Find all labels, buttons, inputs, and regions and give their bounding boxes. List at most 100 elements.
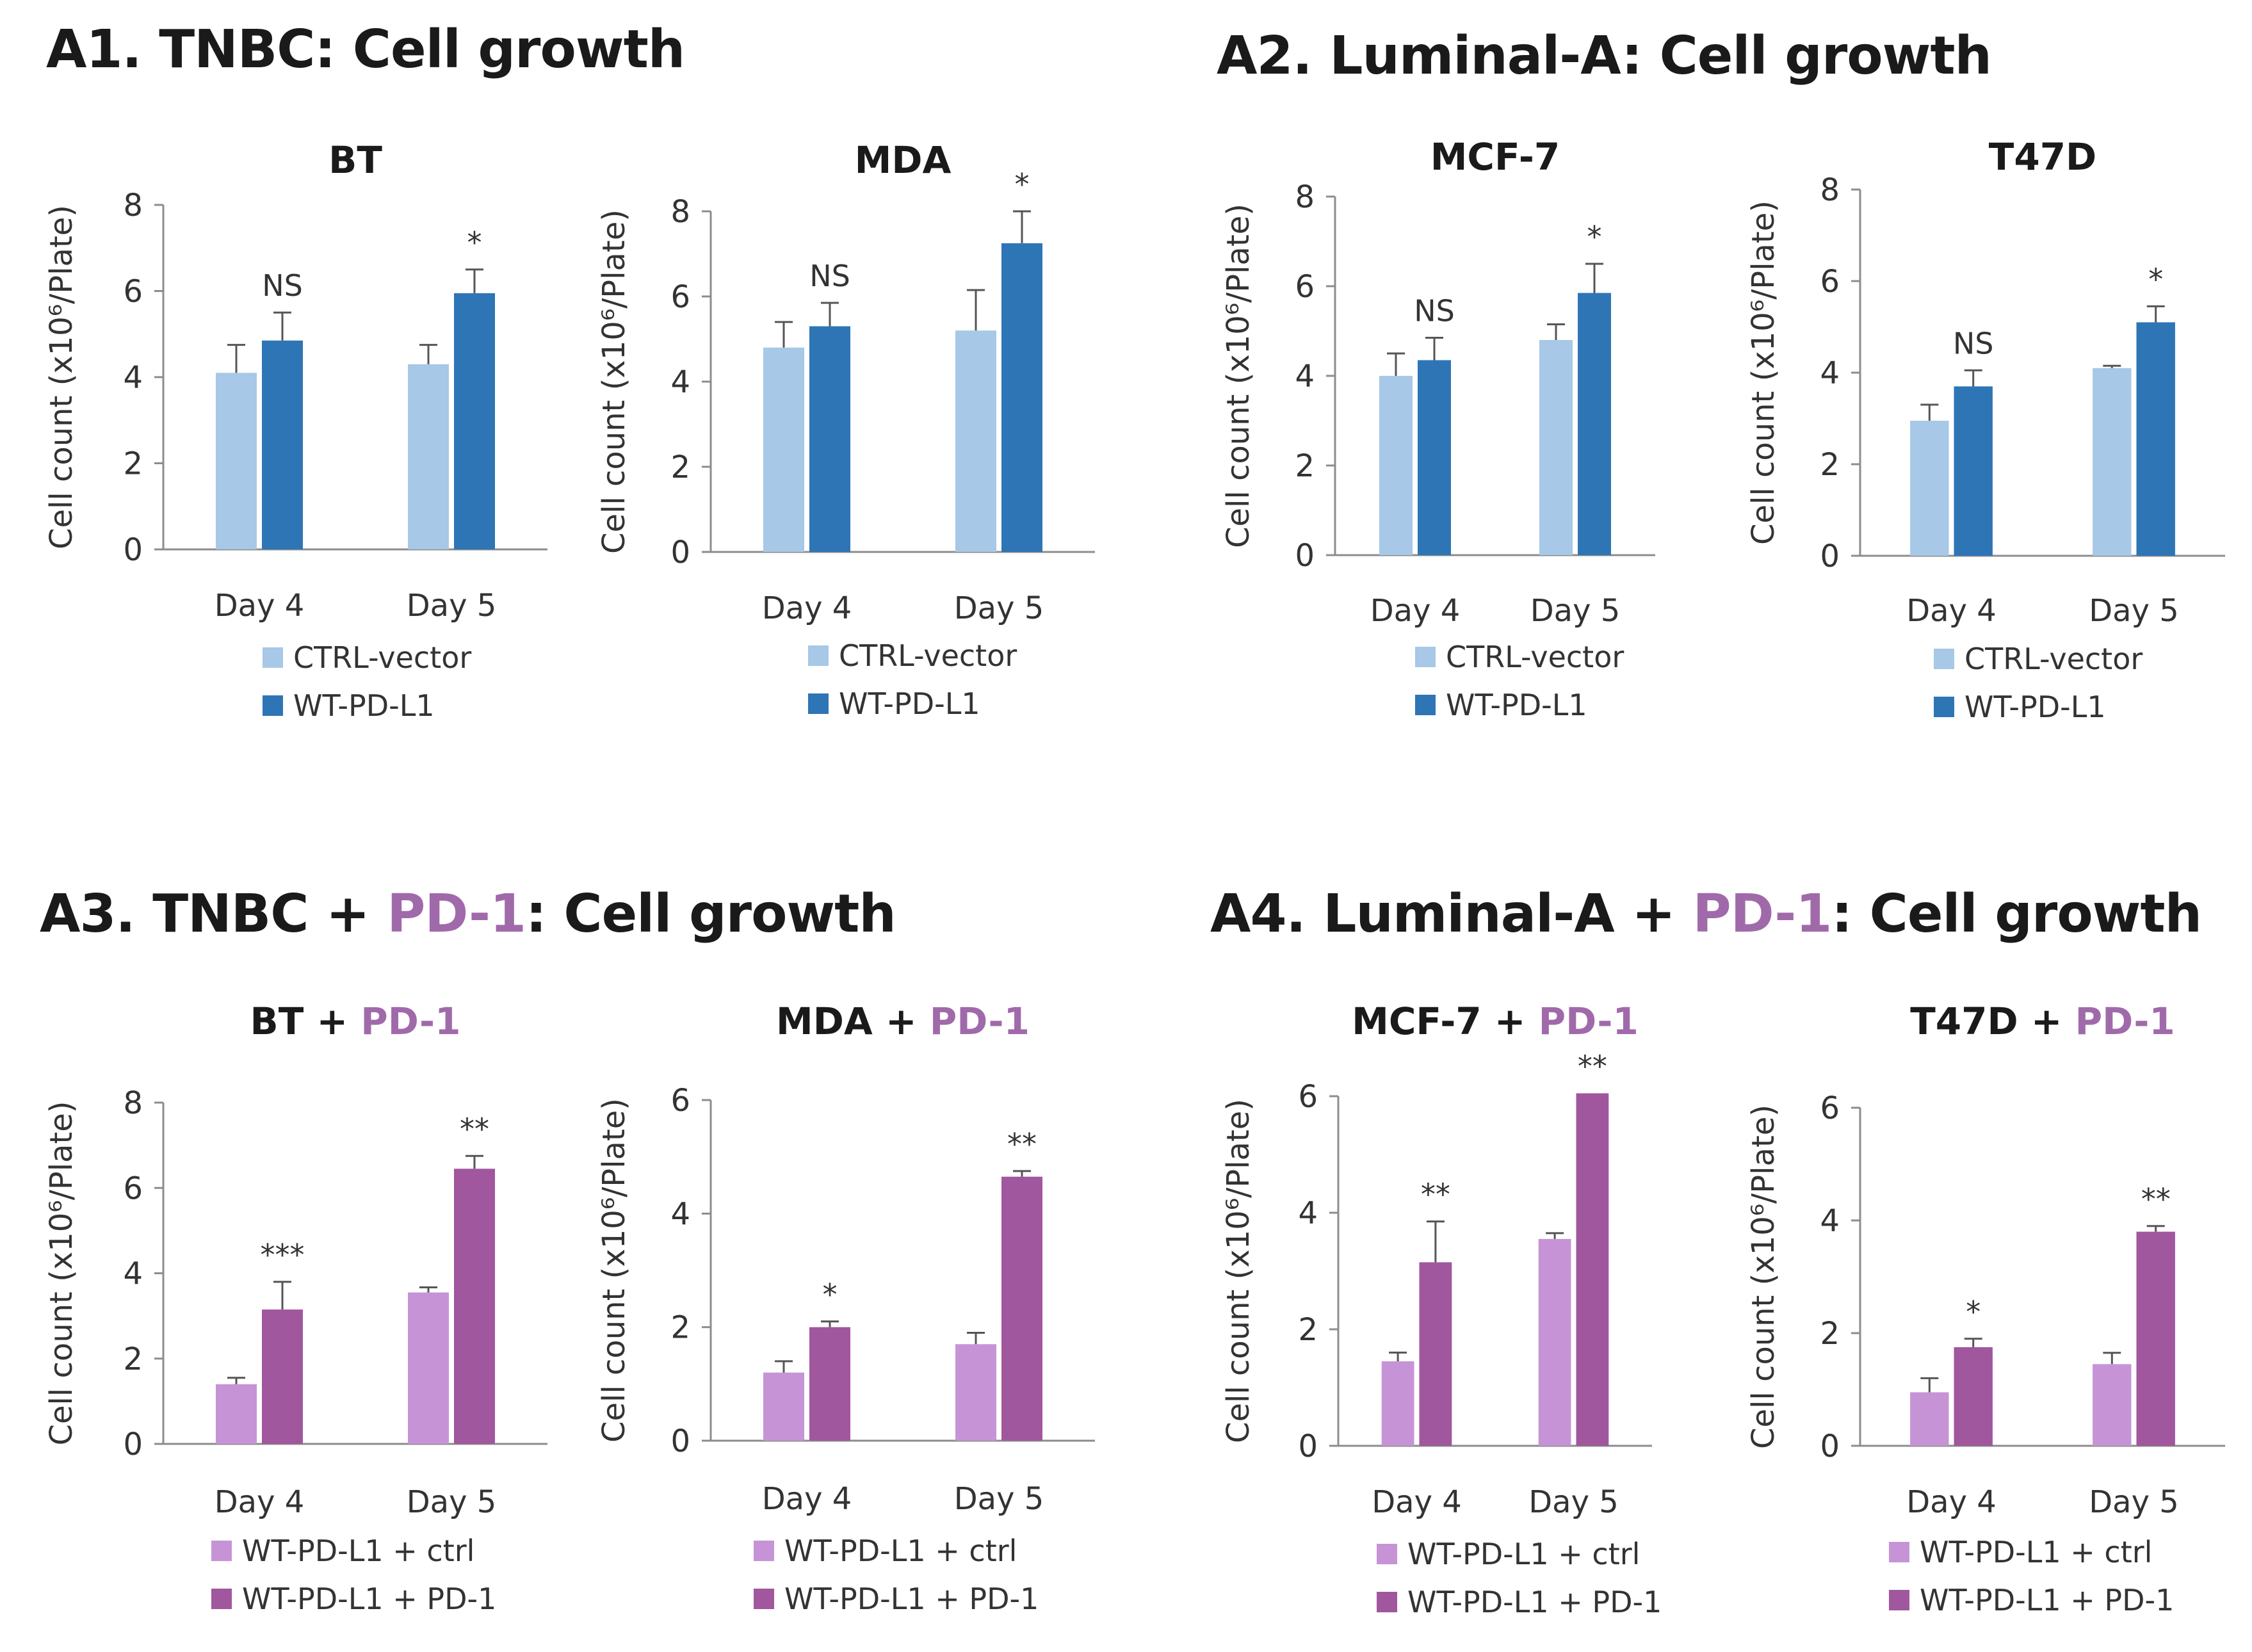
legend-swatch bbox=[263, 695, 283, 716]
significance-label: NS bbox=[1953, 326, 1994, 360]
bar bbox=[763, 1372, 804, 1441]
y-tick-label: 2 bbox=[1295, 448, 1315, 484]
bar bbox=[1578, 293, 1611, 555]
chart-title-text: BT bbox=[328, 138, 382, 182]
y-tick-label: 6 bbox=[123, 1170, 143, 1206]
panel-title-a4: A4. Luminal-A + PD-1: Cell growth bbox=[1210, 884, 2202, 944]
legend-label: CTRL-vector bbox=[293, 640, 471, 675]
chart-title-text: MDA bbox=[855, 138, 952, 182]
chart-title-accent: PD-1 bbox=[360, 1000, 460, 1043]
bar bbox=[2136, 1231, 2175, 1446]
legend-label: WT-PD-L1 bbox=[1446, 688, 1587, 722]
legend-swatch bbox=[754, 1589, 774, 1609]
legend-swatch bbox=[754, 1541, 774, 1561]
y-tick-label: 8 bbox=[1820, 172, 1840, 208]
bar bbox=[1954, 1347, 1993, 1446]
legend-label: CTRL-vector bbox=[1964, 642, 2143, 676]
significance-label: NS bbox=[1414, 294, 1455, 328]
x-tick-label: Day 5 bbox=[954, 1481, 1044, 1517]
chart-title-accent: PD-1 bbox=[2075, 1000, 2175, 1043]
significance-label: ** bbox=[1421, 1178, 1450, 1212]
bar bbox=[1538, 1238, 1571, 1446]
bar bbox=[262, 1309, 303, 1444]
panel-title-a2-suffix: : Cell growth bbox=[1621, 26, 1992, 86]
chart-2: MDA 0 2 4 6 8 Cell count (x10⁶/Plate) NS Day 4 * D… bbox=[596, 138, 1095, 721]
y-axis-label: Cell count (x10⁶/Plate) bbox=[1746, 200, 1781, 545]
chart-3: MCF-7 0 2 4 6 8 Cell count (x10⁶/Plate) NS Day 4… bbox=[1220, 135, 1655, 722]
x-tick-label: Day 5 bbox=[407, 588, 497, 624]
y-axis-label: Cell count (x10⁶/Plate) bbox=[1746, 1105, 1781, 1449]
bar bbox=[1001, 243, 1042, 552]
bar bbox=[1418, 360, 1451, 555]
x-tick-label: Day 5 bbox=[1528, 1484, 1619, 1520]
panel-title-a3-prefix: A3. TNBC + bbox=[40, 884, 387, 944]
x-tick-label: Day 4 bbox=[762, 1481, 852, 1517]
chart-title: BT bbox=[328, 138, 382, 182]
panel-title-a3: A3. TNBC + PD-1: Cell growth bbox=[40, 884, 896, 944]
y-tick-label: 2 bbox=[1820, 1316, 1840, 1352]
x-tick-label: Day 4 bbox=[1370, 593, 1461, 629]
chart-8: T47D + PD-1 0 2 4 6 Cell count (x10⁶/Plate) * D… bbox=[1746, 1000, 2225, 1617]
significance-label: * bbox=[467, 225, 482, 260]
y-tick-label: 0 bbox=[123, 532, 143, 568]
y-tick-label: 6 bbox=[1295, 269, 1315, 305]
bar bbox=[454, 293, 495, 549]
bar bbox=[763, 347, 804, 552]
chart-title: MDA bbox=[855, 138, 952, 182]
chart-4: T47D 0 2 4 6 8 Cell count (x10⁶/Plate) NS Day 4 *… bbox=[1746, 135, 2225, 724]
y-tick-label: 2 bbox=[123, 1341, 143, 1377]
significance-label: * bbox=[1015, 167, 1030, 202]
chart-title-text: BT + bbox=[250, 1000, 361, 1043]
y-tick-label: 2 bbox=[670, 1310, 690, 1346]
legend-swatch bbox=[1889, 1542, 1909, 1562]
y-tick-label: 4 bbox=[670, 364, 690, 400]
chart-6: MDA + PD-1 0 2 4 6 Cell count (x10⁶/Plate) * Da… bbox=[596, 1000, 1095, 1616]
panel-title-a3-suffix: : Cell growth bbox=[526, 884, 896, 944]
legend-label: WT-PD-L1 + ctrl bbox=[1407, 1537, 1640, 1571]
legend-swatch bbox=[211, 1541, 232, 1561]
bar bbox=[1910, 1392, 1949, 1446]
legend-label: WT-PD-L1 + PD-1 bbox=[784, 1582, 1039, 1616]
bar bbox=[1001, 1176, 1042, 1441]
panel-title-a4-prefix: A4. Luminal-A + bbox=[1210, 884, 1693, 944]
chart-7: MCF-7 + PD-1 0 2 4 6 Cell count (x10⁶/Plate) *… bbox=[1220, 1000, 1662, 1619]
legend-swatch bbox=[808, 645, 829, 666]
y-tick-label: 8 bbox=[123, 1085, 143, 1121]
y-tick-label: 2 bbox=[1298, 1312, 1318, 1348]
y-tick-label: 2 bbox=[1820, 447, 1840, 483]
y-tick-label: 4 bbox=[1298, 1195, 1318, 1231]
panel-title-a1-suffix: : Cell growth bbox=[314, 19, 685, 80]
x-tick-label: Day 4 bbox=[1906, 593, 1997, 629]
legend-swatch bbox=[1889, 1590, 1909, 1610]
significance-label: ** bbox=[2141, 1182, 2171, 1217]
bar bbox=[2093, 1364, 2132, 1446]
legend-label: WT-PD-L1 bbox=[293, 688, 435, 723]
legend-label: WT-PD-L1 bbox=[839, 686, 980, 721]
bar bbox=[408, 1292, 449, 1444]
chart-title: BT + PD-1 bbox=[250, 1000, 461, 1043]
chart-title: MCF-7 + PD-1 bbox=[1352, 1000, 1639, 1043]
significance-label: * bbox=[1587, 220, 1602, 254]
legend-label: CTRL-vector bbox=[1446, 640, 1624, 674]
bar bbox=[2093, 368, 2132, 556]
legend-label: WT-PD-L1 + PD-1 bbox=[242, 1582, 496, 1616]
y-tick-label: 2 bbox=[670, 449, 690, 485]
significance-label: *** bbox=[261, 1238, 305, 1272]
bar bbox=[1910, 421, 1949, 556]
y-tick-label: 6 bbox=[1298, 1079, 1318, 1115]
x-tick-label: Day 4 bbox=[1372, 1484, 1462, 1520]
y-tick-label: 0 bbox=[670, 1423, 690, 1459]
legend-swatch bbox=[1377, 1544, 1397, 1564]
bar bbox=[408, 364, 449, 549]
y-tick-label: 4 bbox=[1820, 355, 1840, 391]
y-axis-label: Cell count (x10⁶/Plate) bbox=[44, 1101, 79, 1445]
x-tick-label: Day 4 bbox=[215, 588, 305, 624]
legend-label: WT-PD-L1 bbox=[1964, 690, 2106, 724]
y-axis-label: Cell count (x10⁶/Plate) bbox=[596, 1098, 632, 1443]
legend-label: CTRL-vector bbox=[839, 638, 1017, 673]
bar bbox=[1379, 376, 1413, 555]
legend-swatch bbox=[1377, 1592, 1397, 1612]
y-tick-label: 0 bbox=[670, 535, 690, 571]
legend-swatch bbox=[1934, 697, 1954, 717]
panel-title-a4-accent: PD-1 bbox=[1692, 884, 1833, 944]
